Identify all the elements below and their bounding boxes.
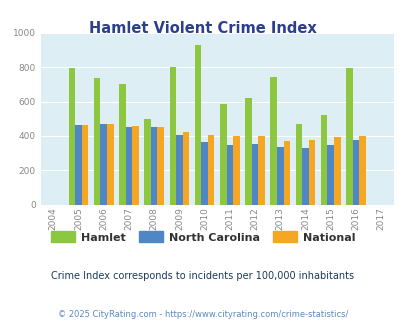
- Bar: [226, 145, 232, 205]
- Bar: [194, 45, 201, 205]
- Bar: [220, 104, 226, 205]
- Bar: [144, 119, 151, 205]
- Bar: [283, 141, 290, 205]
- Bar: [345, 68, 352, 205]
- Bar: [232, 136, 239, 205]
- Bar: [157, 127, 164, 205]
- Bar: [258, 137, 264, 205]
- Bar: [75, 125, 81, 205]
- Bar: [301, 148, 308, 205]
- Bar: [107, 124, 113, 205]
- Bar: [358, 136, 365, 205]
- Bar: [119, 84, 125, 205]
- Bar: [125, 126, 132, 205]
- Text: Hamlet Violent Crime Index: Hamlet Violent Crime Index: [89, 21, 316, 36]
- Text: © 2025 CityRating.com - https://www.cityrating.com/crime-statistics/: © 2025 CityRating.com - https://www.city…: [58, 310, 347, 319]
- Bar: [201, 142, 207, 205]
- Bar: [308, 140, 315, 205]
- Bar: [182, 132, 189, 205]
- Text: Crime Index corresponds to incidents per 100,000 inhabitants: Crime Index corresponds to incidents per…: [51, 271, 354, 281]
- Bar: [270, 77, 276, 205]
- Bar: [276, 147, 283, 205]
- Bar: [176, 135, 182, 205]
- Bar: [320, 115, 327, 205]
- Bar: [132, 126, 139, 205]
- Bar: [207, 135, 214, 205]
- Bar: [169, 67, 176, 205]
- Bar: [333, 137, 340, 205]
- Bar: [94, 78, 100, 205]
- Bar: [295, 124, 301, 205]
- Bar: [352, 140, 358, 205]
- Legend: Hamlet, North Carolina, National: Hamlet, North Carolina, National: [46, 227, 359, 247]
- Bar: [68, 68, 75, 205]
- Bar: [251, 144, 258, 205]
- Bar: [151, 126, 157, 205]
- Bar: [100, 124, 107, 205]
- Bar: [81, 125, 88, 205]
- Bar: [327, 145, 333, 205]
- Bar: [245, 98, 251, 205]
